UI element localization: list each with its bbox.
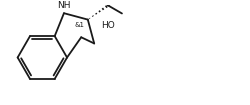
- Text: &1: &1: [74, 22, 84, 28]
- Text: HO: HO: [101, 21, 115, 30]
- Text: NH: NH: [57, 1, 71, 10]
